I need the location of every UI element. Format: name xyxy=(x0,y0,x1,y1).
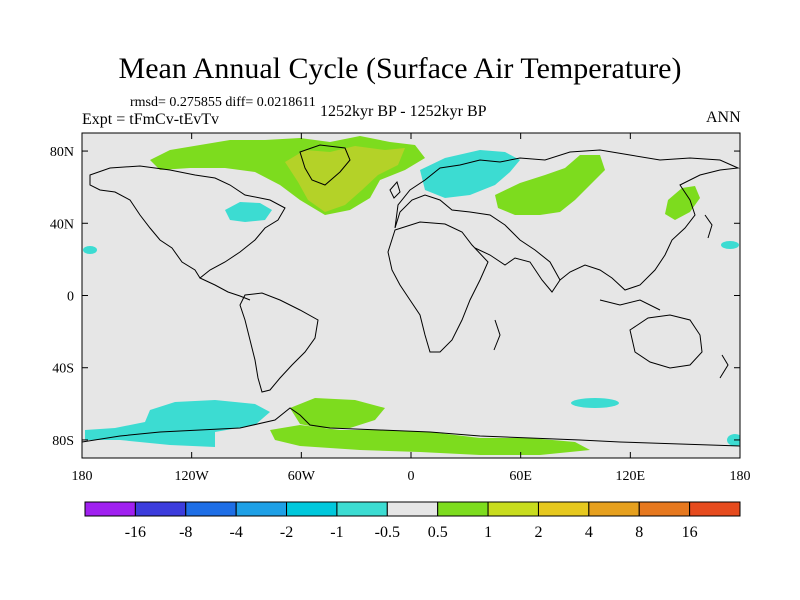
anomaly-antarctic-coast xyxy=(270,425,590,455)
experiment-label: Expt = tFmCv-tEvTv xyxy=(82,111,220,128)
colorbar-box xyxy=(386,501,439,517)
colorbar-label: 2 xyxy=(534,524,542,541)
y-tick-label: 0 xyxy=(67,290,74,305)
coast-australia xyxy=(629,314,703,369)
anomaly-south-spot-2 xyxy=(727,434,740,446)
anomaly-north-america-east xyxy=(225,202,272,222)
colorbar-label: 0.5 xyxy=(428,524,448,541)
y-tick-label: 80S xyxy=(52,434,74,449)
coast-uk xyxy=(389,180,401,199)
anomaly-indian-spot xyxy=(721,241,739,249)
anomaly-south-spot-1 xyxy=(571,398,619,408)
season-label: ANN xyxy=(706,109,741,126)
colorbar-box xyxy=(638,501,691,517)
anomaly-central-asia xyxy=(495,155,605,215)
colorbar-label: 8 xyxy=(635,524,643,541)
x-tick-label: 180 xyxy=(730,469,751,484)
anomaly-north-atlantic-greenland xyxy=(285,146,405,212)
coast-antarctica xyxy=(82,407,740,447)
x-tick-label: 60W xyxy=(288,469,316,484)
colorbar-box xyxy=(689,501,741,517)
coast-greenland xyxy=(299,144,351,186)
x-tick-label: 180 xyxy=(72,469,93,484)
colorbar-label: -2 xyxy=(280,524,293,541)
coast-north-america xyxy=(89,165,286,279)
chart-title: Mean Annual Cycle (Surface Air Temperatu… xyxy=(118,52,682,85)
coast-south-america xyxy=(239,292,319,393)
colorbar-box xyxy=(235,501,288,517)
colorbar-label: -0.5 xyxy=(375,524,400,541)
colorbar-box xyxy=(588,501,640,517)
x-tick-label: 0 xyxy=(408,469,415,484)
colorbar-label: -1 xyxy=(330,524,343,541)
colorbar-box xyxy=(286,501,338,517)
colorbar-label: -4 xyxy=(229,524,242,541)
anomaly-east-asia xyxy=(665,186,700,220)
x-axis: 180 120W 60W 0 60E 120E 180 xyxy=(72,133,751,484)
colorbar-label: 16 xyxy=(682,524,698,541)
colorbar-label: 1 xyxy=(484,524,492,541)
coast-new-zealand xyxy=(719,354,729,379)
coast-madagascar xyxy=(493,319,501,351)
colorbar-label: 4 xyxy=(585,524,593,541)
anomaly-southern-ocean-atlantic xyxy=(290,398,385,428)
colorbar: -16 -8 -4 -2 -1 -0.5 0.5 1 2 4 8 16 xyxy=(84,501,741,541)
stats-label: rmsd= 0.275855 diff= 0.0218611 xyxy=(130,95,316,110)
y-tick-label: 80N xyxy=(50,145,74,160)
coast-eurasia xyxy=(394,149,740,291)
coast-africa xyxy=(387,221,489,353)
x-tick-label: 120E xyxy=(616,469,646,484)
colorbar-box xyxy=(84,501,136,517)
coast-japan xyxy=(704,214,713,239)
colorbar-box xyxy=(336,501,388,517)
x-tick-label: 120W xyxy=(175,469,210,484)
colorbar-label: -16 xyxy=(125,524,146,541)
colorbar-box xyxy=(537,501,590,517)
coastlines xyxy=(82,144,740,447)
colorbar-box xyxy=(185,501,237,517)
y-tick-label: 40S xyxy=(52,362,74,377)
anomaly-pacific-spot xyxy=(83,246,97,254)
y-tick-label: 40N xyxy=(50,217,74,232)
y-axis: 80N 40N 0 40S 80S xyxy=(50,145,740,449)
period-label: 1252kyr BP - 1252kyr BP xyxy=(320,103,487,120)
colorbar-box xyxy=(134,501,187,517)
colorbar-box xyxy=(437,501,489,517)
colorbar-label: -8 xyxy=(179,524,192,541)
colorbar-box xyxy=(487,501,539,517)
coast-arabia-india xyxy=(474,247,561,293)
x-tick-label: 60E xyxy=(509,469,532,484)
coast-indonesia xyxy=(599,299,661,311)
